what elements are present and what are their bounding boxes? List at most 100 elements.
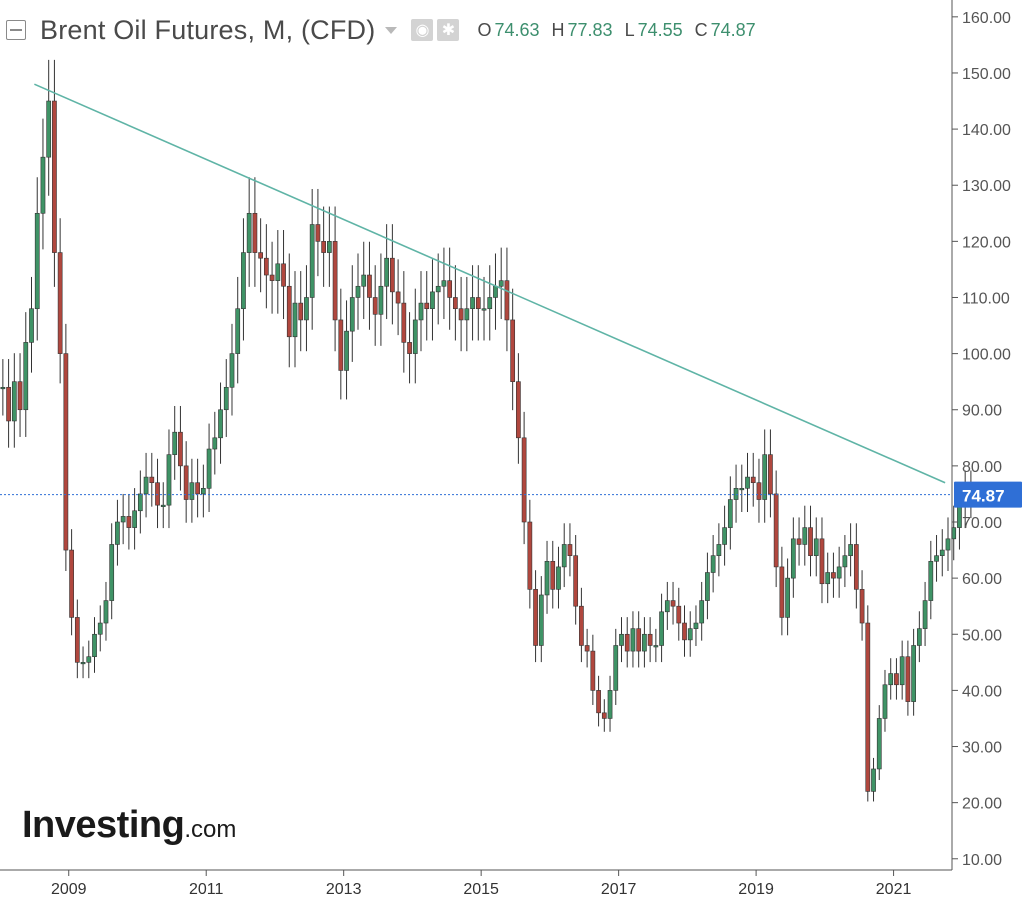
candle[interactable] — [928, 540, 934, 620]
candle[interactable] — [888, 658, 894, 700]
candle[interactable] — [722, 505, 727, 566]
candle[interactable] — [137, 470, 143, 534]
candle[interactable] — [464, 276, 470, 352]
candle[interactable] — [355, 253, 361, 330]
candle[interactable] — [23, 312, 29, 437]
candle[interactable] — [808, 505, 813, 577]
candle[interactable] — [349, 265, 355, 362]
candle[interactable] — [636, 611, 642, 668]
candle[interactable] — [298, 271, 304, 352]
candle[interactable] — [275, 230, 281, 314]
candle[interactable] — [493, 253, 498, 330]
candle[interactable] — [676, 587, 682, 641]
candle[interactable] — [395, 259, 401, 336]
candle[interactable] — [699, 581, 705, 641]
candle[interactable] — [309, 188, 315, 330]
candle[interactable] — [132, 488, 137, 550]
gear-icon[interactable]: ✱ — [437, 19, 460, 41]
candle[interactable] — [292, 271, 298, 368]
candle[interactable] — [69, 529, 74, 636]
candle[interactable] — [710, 535, 716, 593]
candle[interactable] — [538, 576, 544, 663]
candle[interactable] — [172, 405, 178, 480]
candle[interactable] — [223, 359, 229, 437]
y-axis[interactable]: 10.00 20.00 30.00 40.00 50.00 60.00 70.00 80.00… — [952, 10, 1011, 869]
candle[interactable] — [11, 353, 17, 448]
candle[interactable] — [813, 517, 819, 577]
candle[interactable] — [367, 241, 372, 330]
candle[interactable] — [6, 359, 11, 448]
candle[interactable] — [52, 59, 57, 287]
candle[interactable] — [573, 535, 579, 625]
candle[interactable] — [687, 611, 693, 657]
candle[interactable] — [682, 605, 687, 657]
collapse-icon[interactable] — [6, 20, 26, 40]
candle[interactable] — [705, 552, 710, 620]
candle[interactable] — [619, 617, 624, 663]
candle[interactable] — [716, 523, 722, 577]
candle[interactable] — [739, 464, 745, 513]
candle[interactable] — [825, 552, 831, 604]
candle[interactable] — [166, 429, 172, 529]
candle[interactable] — [418, 271, 424, 352]
chevron-down-icon[interactable] — [385, 26, 398, 34]
candle[interactable] — [556, 546, 561, 609]
candle[interactable] — [733, 464, 739, 523]
candle[interactable] — [441, 247, 447, 320]
candle[interactable] — [498, 247, 504, 320]
candle[interactable] — [120, 493, 126, 545]
candle[interactable] — [34, 177, 40, 341]
candle[interactable] — [756, 458, 762, 523]
candle[interactable] — [269, 241, 275, 314]
candle[interactable] — [63, 323, 69, 571]
candle[interactable] — [252, 177, 258, 287]
candle[interactable] — [934, 535, 939, 582]
candle[interactable] — [561, 523, 567, 588]
candle[interactable] — [74, 599, 80, 679]
candle[interactable] — [435, 253, 441, 325]
candle[interactable] — [871, 757, 876, 802]
trendline[interactable] — [34, 83, 946, 484]
candle[interactable] — [149, 452, 155, 507]
candle[interactable] — [57, 218, 63, 384]
candle[interactable] — [544, 540, 550, 614]
candle[interactable] — [40, 118, 46, 250]
candle[interactable] — [584, 628, 590, 668]
candle[interactable] — [510, 288, 516, 411]
candle[interactable] — [258, 218, 263, 293]
eye-icon[interactable]: ◉ — [411, 19, 434, 41]
candle[interactable] — [590, 634, 596, 705]
candle[interactable] — [836, 546, 842, 598]
candle[interactable] — [315, 188, 321, 277]
candle[interactable] — [390, 224, 395, 325]
candle[interactable] — [378, 253, 384, 346]
candle[interactable] — [624, 617, 630, 668]
candle[interactable] — [882, 669, 888, 732]
candle[interactable] — [945, 517, 951, 571]
candle[interactable] — [372, 265, 378, 346]
candle[interactable] — [206, 423, 212, 513]
candle[interactable] — [126, 493, 132, 550]
candle[interactable] — [241, 218, 246, 341]
x-axis[interactable]: 2009 2011 2013 2015 2017 2019 2021 — [51, 870, 912, 898]
candle[interactable] — [103, 581, 109, 641]
candle[interactable] — [521, 411, 527, 545]
candle[interactable] — [178, 405, 183, 491]
candle[interactable] — [155, 458, 160, 529]
candle[interactable] — [550, 540, 556, 609]
candle[interactable] — [80, 646, 86, 679]
candle[interactable] — [92, 617, 97, 673]
candle[interactable] — [779, 546, 785, 636]
candle[interactable] — [344, 300, 349, 400]
candle[interactable] — [848, 523, 853, 577]
candle[interactable] — [475, 265, 481, 341]
candle[interactable] — [853, 523, 859, 609]
candle[interactable] — [235, 276, 241, 384]
candle[interactable] — [790, 517, 796, 598]
candle[interactable] — [183, 441, 189, 523]
candle[interactable] — [430, 259, 435, 341]
candle[interactable] — [361, 241, 367, 320]
candle[interactable] — [773, 470, 779, 588]
candle[interactable] — [768, 429, 773, 518]
candle[interactable] — [487, 265, 493, 341]
